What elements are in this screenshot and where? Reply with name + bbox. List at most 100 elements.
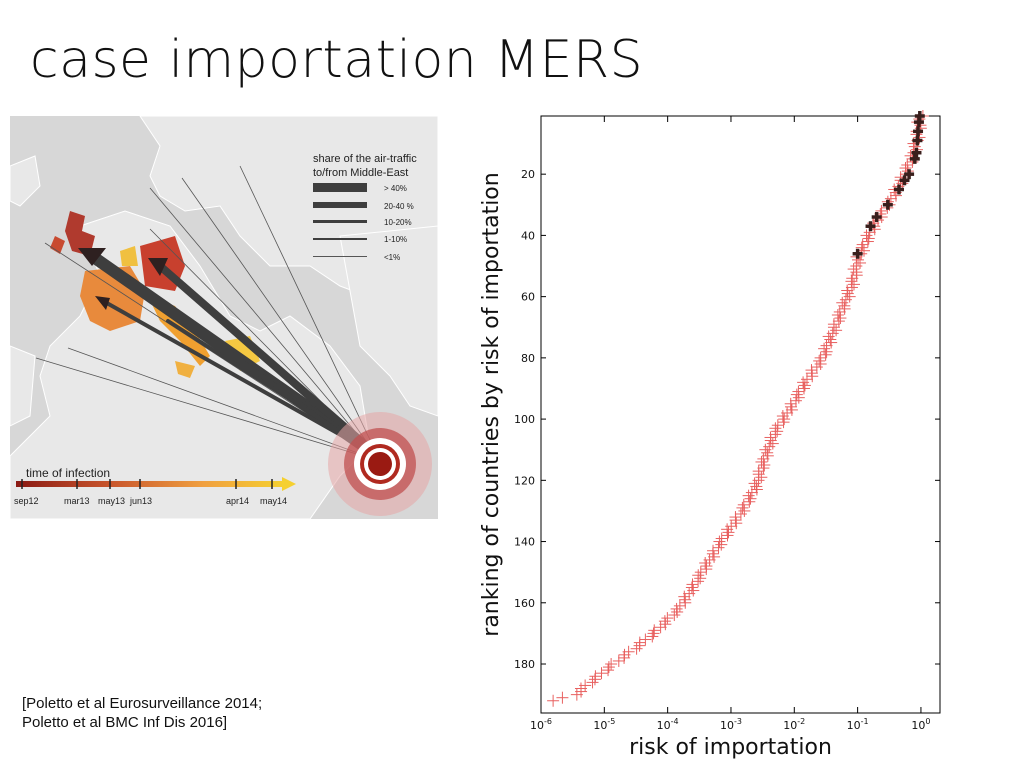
light-point: [633, 639, 646, 652]
y-tick-label: 60: [521, 291, 535, 304]
light-point: [861, 235, 874, 248]
light-point: [784, 400, 797, 413]
light-point: [729, 514, 742, 527]
light-point: [813, 354, 826, 367]
light-point: [570, 688, 583, 701]
light-point: [831, 309, 844, 321]
light-point: [712, 541, 725, 554]
light-point: [683, 587, 696, 600]
y-tick-label: 100: [514, 413, 535, 426]
slide-title: case importation MERS: [30, 30, 644, 90]
highlighted-point: [893, 184, 904, 195]
light-point: [797, 376, 810, 389]
source-marker: [328, 412, 432, 516]
light-point: [761, 446, 774, 459]
x-tick-label: 100: [911, 717, 930, 732]
light-point: [679, 596, 692, 609]
light-point: [776, 410, 789, 423]
light-point: [856, 238, 869, 251]
light-point: [730, 517, 743, 530]
light-point: [845, 281, 858, 294]
arrow-heads: [78, 248, 168, 310]
x-axis: 10-6 10-5 10-4 10-3 10-2 10-1 100: [530, 116, 930, 732]
light-point: [686, 578, 699, 591]
light-point: [659, 618, 672, 631]
legend-item: <1%: [384, 253, 400, 262]
citation-line: [Poletto et al Eurosurveillance 2014;: [22, 695, 263, 712]
light-point: [832, 315, 845, 328]
light-point: [722, 526, 735, 539]
light-point: [612, 654, 625, 667]
timeline-tick: apr14: [226, 496, 249, 506]
y-axis-label: ranking of countries by risk of importat…: [479, 172, 504, 636]
light-point: [646, 630, 659, 643]
light-point: [836, 296, 849, 309]
timeline-tick: jun13: [129, 496, 152, 506]
light-point: [855, 241, 868, 254]
light-point: [827, 321, 840, 334]
light-point: [841, 284, 854, 297]
highlighted-point: [882, 199, 893, 210]
light-point: [595, 667, 608, 680]
light-point: [759, 443, 772, 456]
legend-title-line2: to/from Middle-East: [313, 167, 408, 179]
light-point: [778, 413, 791, 426]
citation-line: Poletto et al BMC Inf Dis 2016]: [22, 714, 228, 731]
light-point: [797, 382, 810, 395]
light-point: [694, 572, 707, 585]
x-tick-label: 10-3: [720, 717, 742, 732]
light-point: [847, 263, 860, 276]
light-point: [685, 581, 698, 594]
light-point: [694, 566, 707, 579]
light-point: [806, 370, 819, 383]
light-point: [743, 495, 756, 508]
light-point: [830, 324, 843, 337]
light-point: [824, 333, 837, 346]
x-tick-label: 10-4: [657, 717, 679, 732]
light-point: [841, 287, 854, 300]
light-point: [586, 676, 599, 689]
light-point: [588, 673, 601, 686]
light-point: [771, 425, 784, 438]
timeline-tick: sep12: [14, 496, 39, 506]
light-point: [792, 391, 805, 404]
light-point: [901, 158, 914, 171]
light-point: [833, 305, 846, 318]
light-point: [860, 229, 873, 242]
light-point: [755, 455, 768, 468]
x-tick-label: 10-5: [593, 717, 615, 732]
light-point: [700, 563, 713, 576]
light-point: [678, 590, 691, 603]
light-point: [777, 416, 790, 429]
light-point: [858, 244, 871, 257]
citation: [Poletto et al Eurosurveillance 2014; Po…: [22, 694, 262, 732]
light-point: [602, 661, 615, 674]
highlighted-point: [904, 169, 915, 180]
light-point: [845, 275, 858, 288]
light-point: [848, 278, 861, 291]
y-tick-label: 160: [514, 597, 535, 610]
light-point: [715, 538, 728, 551]
highlighted-point: [852, 248, 863, 259]
light-point: [630, 642, 643, 655]
plot-frame: [540, 115, 941, 714]
light-point: [738, 504, 751, 517]
light-point: [766, 437, 779, 450]
light-point: [673, 599, 686, 612]
light-point: [721, 529, 734, 542]
timeline-title: time of infection: [26, 466, 110, 480]
highlighted-point: [912, 135, 923, 146]
x-tick-label: 10-2: [783, 717, 805, 732]
light-point: [661, 612, 674, 625]
light-point: [755, 471, 768, 484]
light-point: [862, 232, 875, 245]
light-point: [764, 434, 777, 447]
light-point: [825, 336, 838, 349]
light-point: [798, 379, 811, 392]
light-point: [750, 483, 763, 496]
y-tick-label: 20: [521, 168, 535, 181]
highlighted-point: [865, 221, 876, 232]
light-point: [706, 547, 719, 560]
light-point: [834, 312, 847, 325]
